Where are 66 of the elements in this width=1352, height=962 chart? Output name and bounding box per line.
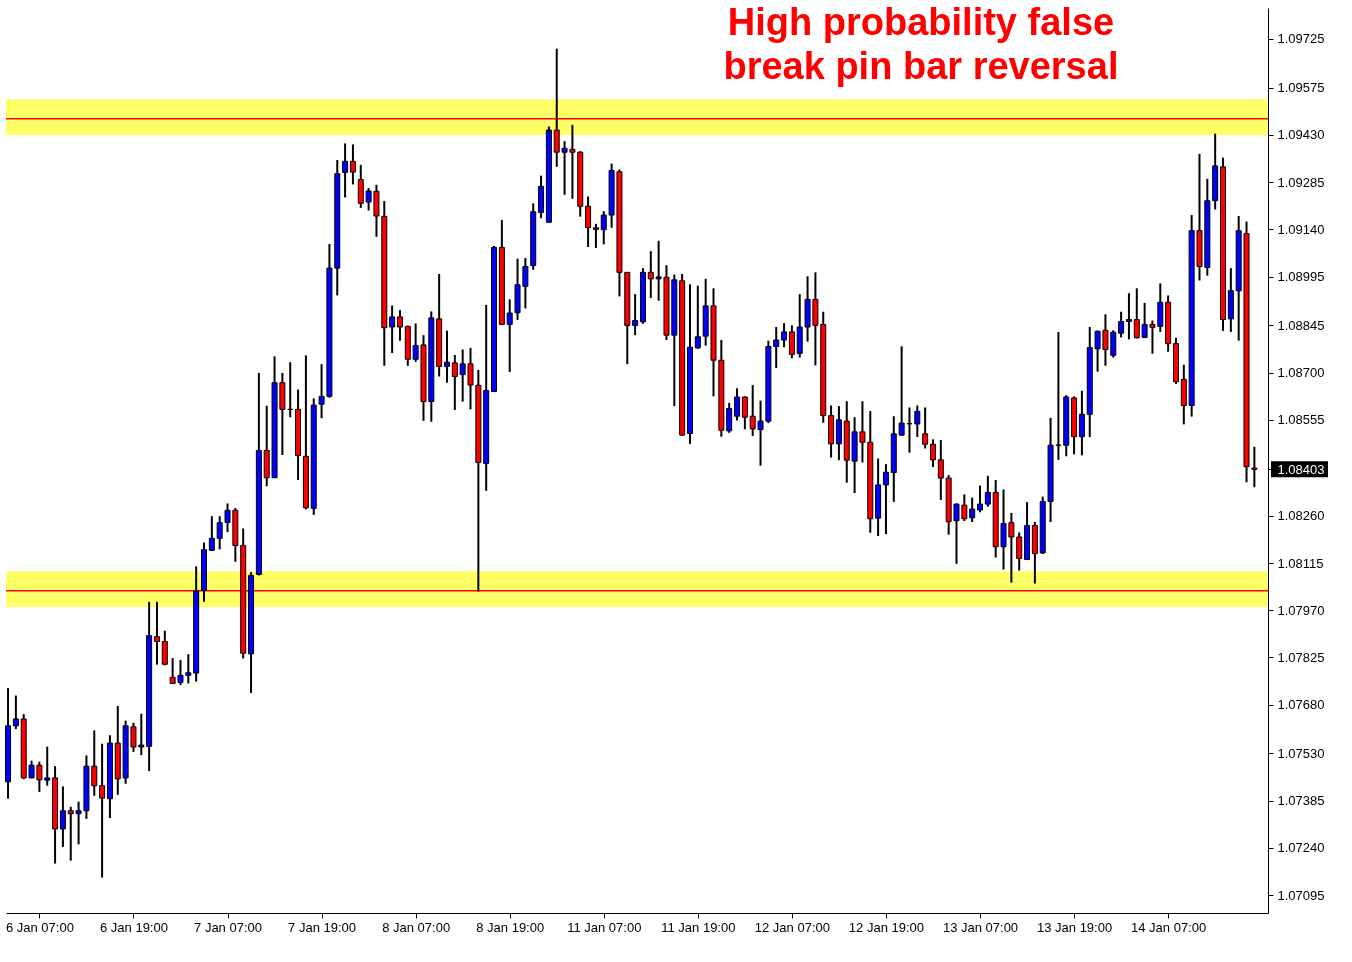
x-tick-label: 7 Jan 19:00 — [288, 919, 357, 935]
candlestick — [914, 404, 921, 439]
y-tick-label: 1.08260 — [1277, 508, 1325, 524]
y-tick-label: 1.09575 — [1277, 80, 1325, 96]
y-tick-label: 1.07970 — [1277, 602, 1325, 618]
candlestick — [349, 143, 356, 186]
candlestick — [734, 387, 741, 422]
candlestick — [592, 222, 599, 249]
candlestick — [969, 496, 976, 524]
candlestick — [153, 600, 160, 666]
candlestick — [59, 785, 66, 848]
candlestick — [396, 309, 403, 342]
y-tick-label: 1.07385 — [1277, 793, 1325, 809]
x-tick-label: 8 Jan 07:00 — [382, 919, 451, 935]
x-tick-label: 8 Jan 19:00 — [476, 919, 545, 935]
candlestick — [726, 401, 733, 434]
candlestick — [208, 515, 215, 552]
x-tick-label: 6 Jan 07:00 — [5, 919, 74, 935]
y-tick-label: 1.08403 — [1277, 461, 1325, 477]
y-tick-label: 1.08700 — [1277, 365, 1325, 381]
candlestick — [99, 742, 106, 879]
annotation: High probability false break pin bar reversal — [723, 1, 1119, 87]
x-tick-label: 6 Jan 19:00 — [99, 919, 168, 935]
y-tick-label: 1.07680 — [1277, 697, 1325, 713]
x-tick-label: 13 Jan 07:00 — [942, 919, 1019, 935]
candlestick — [585, 195, 592, 248]
y-tick-label: 1.08845 — [1277, 317, 1325, 333]
candlestick — [1125, 292, 1132, 341]
candlestick — [937, 438, 944, 501]
y-tick-label: 1.09725 — [1277, 31, 1325, 47]
candlestick — [389, 304, 396, 355]
x-tick-label: 12 Jan 07:00 — [754, 919, 830, 935]
y-tick-label: 1.09430 — [1277, 127, 1325, 143]
y-tick-label: 1.08555 — [1277, 412, 1325, 428]
x-tick-label: 12 Jan 19:00 — [848, 919, 925, 935]
candlestick — [694, 284, 701, 350]
candlestick — [984, 474, 991, 508]
x-tick-label: 13 Jan 19:00 — [1036, 919, 1113, 935]
candlestick — [443, 329, 450, 384]
candlestick — [161, 629, 168, 667]
candlestick — [741, 395, 748, 431]
candlestick — [1118, 310, 1125, 339]
x-tick-label: 7 Jan 07:00 — [194, 919, 262, 935]
candlestick — [929, 438, 936, 469]
y-tick-label: 1.07240 — [1277, 840, 1325, 856]
y-tick-label: 1.09285 — [1277, 174, 1325, 190]
y-tick-label: 1.08995 — [1277, 269, 1325, 285]
x-tick-label: 14 Jan 07:00 — [1131, 919, 1207, 935]
y-tick-label: 1.07825 — [1277, 649, 1325, 665]
candlestick — [1078, 389, 1085, 457]
candlestick — [342, 142, 349, 199]
candlestick — [922, 406, 929, 450]
x-tick-label: 11 Jan 07:00 — [567, 919, 642, 935]
candlestick — [451, 354, 458, 412]
candlestick — [632, 293, 639, 337]
candlestick — [1251, 445, 1258, 489]
y-tick-label: 1.07095 — [1277, 887, 1325, 903]
candlestick — [882, 463, 889, 536]
candlestick — [781, 322, 788, 349]
x-tick-label: 11 Jan 19:00 — [661, 919, 736, 935]
candlestick — [977, 484, 984, 514]
y-tick-label: 1.08115 — [1277, 555, 1324, 571]
candlestick — [788, 324, 795, 360]
y-tick-label: 1.09140 — [1277, 221, 1325, 237]
y-tick-label: 1.07530 — [1277, 745, 1325, 761]
candlestick — [12, 694, 19, 731]
